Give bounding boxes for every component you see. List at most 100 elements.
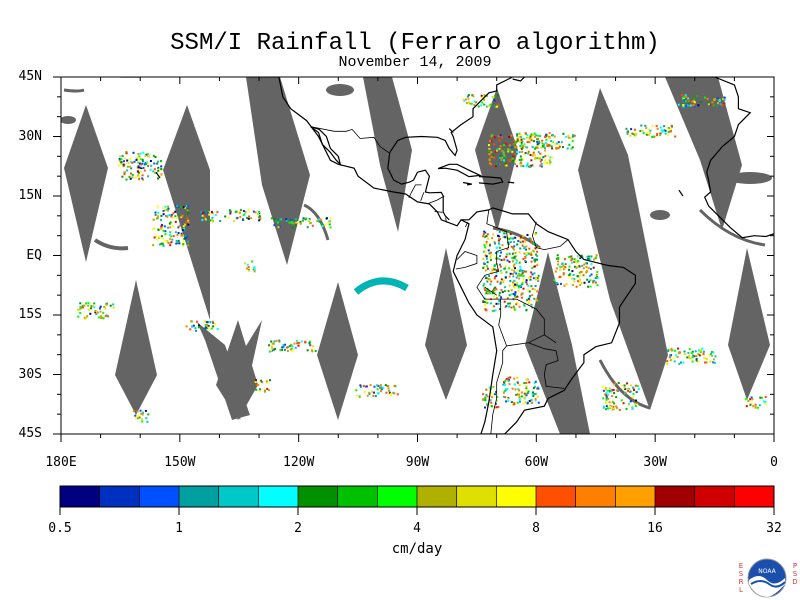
rain-pixel bbox=[140, 163, 143, 166]
rain-pixel bbox=[535, 146, 538, 149]
rain-pixel bbox=[527, 152, 530, 155]
rain-pixel bbox=[181, 234, 184, 237]
rain-pixel bbox=[602, 406, 605, 409]
rain-pixel bbox=[162, 213, 165, 216]
rain-pixel bbox=[575, 266, 578, 269]
rain-pixel bbox=[520, 158, 523, 161]
rain-pixel bbox=[525, 245, 528, 248]
rain-pixel bbox=[504, 286, 506, 289]
rain-pixel bbox=[684, 104, 687, 107]
rain-pixel bbox=[505, 236, 508, 239]
rain-pixel bbox=[388, 389, 391, 392]
rain-pixel bbox=[253, 266, 256, 269]
rain-pixel bbox=[571, 135, 574, 138]
rain-pixel bbox=[371, 390, 374, 393]
no-data-arc bbox=[598, 359, 651, 410]
rain-pixel bbox=[211, 320, 214, 323]
rain-pixel bbox=[571, 270, 574, 273]
rain-pixel bbox=[537, 387, 540, 390]
rain-pixel bbox=[504, 389, 507, 392]
rain-pixel bbox=[194, 327, 197, 330]
rain-pixel bbox=[556, 147, 559, 150]
rain-pixel bbox=[122, 163, 125, 166]
rain-pixel bbox=[135, 158, 138, 161]
rain-pixel bbox=[524, 392, 527, 395]
rain-pixel bbox=[675, 354, 678, 357]
rain-pixel bbox=[482, 257, 485, 260]
rain-pixel bbox=[533, 265, 536, 268]
rain-pixel bbox=[488, 147, 491, 150]
rain-pixel bbox=[529, 278, 532, 281]
rain-pixel bbox=[123, 160, 125, 163]
rain-pixel bbox=[160, 173, 163, 176]
rain-pixel bbox=[480, 94, 483, 97]
rain-pixel bbox=[484, 231, 487, 234]
rain-pixel bbox=[187, 205, 190, 208]
rain-pixel bbox=[291, 226, 294, 229]
rain-pixel bbox=[162, 209, 165, 212]
rain-pixel bbox=[486, 289, 489, 292]
rain-pixel bbox=[207, 326, 210, 329]
rain-pixel bbox=[242, 210, 245, 212]
rain-pixel bbox=[513, 402, 516, 405]
rain-pixel bbox=[610, 390, 613, 393]
rain-pixel bbox=[582, 274, 585, 277]
rain-pixel bbox=[157, 160, 160, 163]
rain-pixel bbox=[518, 151, 521, 154]
rain-pixel bbox=[519, 238, 522, 241]
rain-pixel bbox=[527, 390, 530, 393]
rain-pixel bbox=[499, 282, 502, 285]
rain-pixel bbox=[494, 286, 497, 289]
rain-pixel bbox=[174, 231, 177, 234]
rain-pixel bbox=[155, 234, 158, 237]
rain-pixel bbox=[488, 386, 491, 389]
rain-pixel bbox=[561, 262, 564, 265]
rain-pixel bbox=[531, 273, 534, 276]
rain-pixel bbox=[497, 94, 500, 97]
rain-pixel bbox=[520, 138, 523, 141]
country-border bbox=[427, 195, 445, 205]
rain-pixel bbox=[184, 235, 187, 238]
rain-pixel bbox=[368, 391, 371, 394]
coastline bbox=[417, 169, 450, 221]
rain-pixel bbox=[512, 275, 515, 278]
rain-pixel bbox=[513, 263, 516, 266]
rain-pixel bbox=[608, 405, 611, 408]
rain-pixel bbox=[697, 104, 700, 107]
rain-pixel bbox=[509, 272, 512, 275]
rain-pixel bbox=[490, 392, 493, 395]
rain-pixel bbox=[568, 136, 571, 139]
rain-pixel bbox=[255, 384, 258, 387]
rain-pixel bbox=[626, 131, 629, 134]
rain-pixel bbox=[494, 95, 496, 98]
rain-pixel bbox=[184, 237, 187, 239]
rain-pixel bbox=[528, 300, 531, 303]
rain-pixel bbox=[567, 134, 570, 137]
rain-pixel bbox=[505, 400, 507, 403]
rain-pixel bbox=[282, 344, 285, 347]
rain-pixel bbox=[569, 136, 572, 139]
rain-pixel bbox=[468, 102, 471, 105]
no-data-swath bbox=[475, 88, 518, 232]
rain-pixel bbox=[568, 256, 571, 258]
rain-pixel bbox=[268, 344, 271, 347]
rain-pixel bbox=[588, 280, 590, 283]
rain-pixel bbox=[500, 259, 503, 262]
rain-pixel bbox=[516, 393, 519, 396]
rain-pixel bbox=[605, 388, 608, 391]
rain-pixel bbox=[486, 395, 489, 398]
rain-pixel bbox=[228, 209, 231, 212]
rain-pixel bbox=[369, 384, 372, 387]
rain-pixel bbox=[183, 237, 186, 240]
rain-pixel bbox=[462, 98, 465, 101]
rain-pixel bbox=[289, 218, 292, 221]
rain-pixel bbox=[186, 209, 189, 212]
rain-pixel bbox=[764, 400, 767, 403]
rain-pixel bbox=[138, 158, 141, 160]
latitude-label: 45S bbox=[18, 426, 42, 441]
rain-pixel bbox=[486, 261, 489, 264]
rain-pixel bbox=[764, 396, 767, 398]
rain-pixel bbox=[641, 129, 644, 132]
rain-pixel bbox=[530, 260, 533, 263]
rain-pixel bbox=[507, 379, 510, 382]
